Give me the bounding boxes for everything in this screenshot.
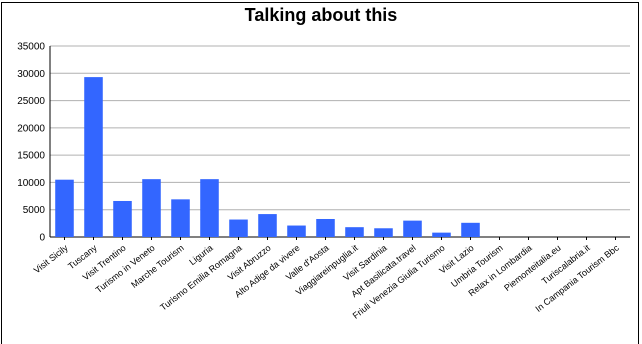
bar [461, 222, 480, 237]
chart-title: Talking about this [244, 5, 398, 25]
y-tick-label: 5000 [23, 205, 46, 216]
bar [374, 228, 393, 237]
bar [55, 179, 74, 237]
y-tick-label: 0 [39, 233, 45, 244]
y-tick-label: 30000 [17, 69, 45, 80]
x-tick-label: Marche Tourism [129, 243, 185, 290]
bar [432, 232, 451, 237]
bar [84, 77, 103, 237]
y-tick-label: 15000 [17, 151, 45, 162]
bar [345, 227, 364, 237]
bar [113, 200, 132, 237]
x-tick-label: Visit Sicily [32, 242, 70, 275]
bar [142, 179, 161, 237]
bar [200, 179, 219, 237]
y-tick-label: 10000 [17, 178, 45, 189]
bar [316, 218, 335, 237]
bar [287, 225, 306, 237]
y-tick-label: 35000 [17, 42, 45, 53]
bar [171, 199, 190, 237]
bar [403, 220, 422, 237]
y-tick-label: 20000 [17, 123, 45, 134]
y-tick-label: 25000 [17, 96, 45, 107]
bar [258, 214, 277, 237]
bar [229, 219, 248, 237]
